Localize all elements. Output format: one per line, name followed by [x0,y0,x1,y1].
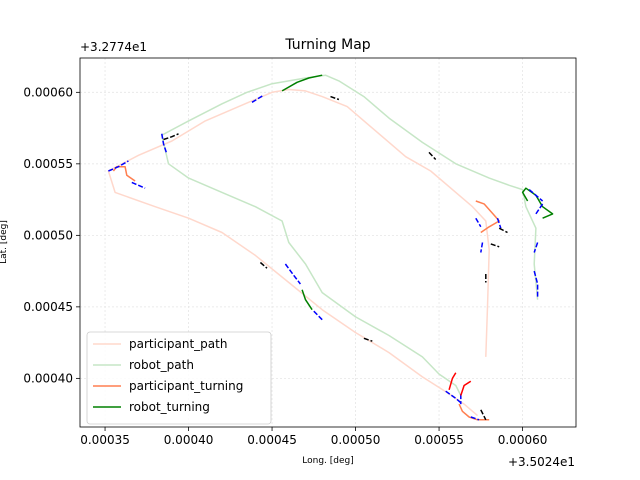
black-mark-segment-2 [259,261,268,269]
legend-label-participant-turning: participant_turning [129,379,243,393]
black-mark-segment-7 [490,243,500,248]
x-tick-label-5: 0.00060 [498,433,548,447]
y-tick-label-2: 0.00050 [23,228,73,242]
participant-turning-segment-1 [475,200,500,234]
blue-mark-segment-12 [528,189,544,202]
blue-mark-segment-6 [475,217,482,228]
axes-frame [79,57,577,428]
blue-mark-segment-0 [108,160,129,172]
x-offset-label: +3.5024e1 [508,455,575,469]
x-tick-label-4: 0.00055 [414,433,464,447]
black-mark-segment-8 [480,409,487,421]
legend-box [86,331,272,425]
red-mark-segment-1 [460,380,472,396]
y-tick-label-1: 0.00045 [23,300,73,314]
legend-label-robot-path: robot_path [129,358,194,372]
plot-area: 0.00035 0.00040 0.00045 0.00050 0.00055 0.000… [23,57,577,447]
black-mark-segment-4 [428,151,437,161]
black-mark-segment-3 [363,337,373,342]
x-axis-label: Long. [deg] [302,456,354,466]
blue-mark-segment-11 [535,203,544,215]
blue-mark-segment-15 [470,416,480,421]
legend-label-participant-path: participant_path [129,337,227,351]
blue-mark-segment-7 [480,242,484,253]
x-tick-label-0: 0.00035 [80,433,130,447]
robot-turning-segment-0 [281,74,323,92]
blue-mark-segment-5 [313,310,323,321]
blue-mark-segment-13 [445,390,462,404]
y-tick-label-4: 0.00060 [23,85,73,99]
x-tick-label-3: 0.00050 [331,433,381,447]
participant-path-line [107,88,490,417]
blue-mark-segment-2 [161,133,168,155]
participant-turning-segment-2 [458,403,490,421]
black-mark-segment-0 [163,133,179,141]
x-tick-label-2: 0.00045 [247,433,297,447]
legend-label-robot-turning: robot_turning [129,400,210,414]
black-mark-segment-1 [330,95,340,101]
blue-mark-segment-4 [284,263,301,285]
x-tick-label-1: 0.00040 [164,433,214,447]
y-axis-label: Lat. [deg] [0,220,9,264]
y-offset-label: +3.2774e1 [80,40,147,54]
legend: participant_path robot_path participant_tu… [86,331,272,425]
robot-path-line [161,74,539,396]
blue-mark-segment-8 [496,217,502,229]
robot-turning-segment-1 [301,289,313,311]
black-mark-segment-6 [498,227,508,234]
y-tick-label-3: 0.00055 [23,157,73,171]
y-tick-label-0: 0.00040 [23,371,73,385]
blue-mark-segment-3 [251,94,265,103]
red-mark-segment-0 [448,372,457,391]
chart-title: Turning Map [284,37,370,53]
blue-mark-segment-9 [533,242,539,253]
blue-mark-segment-10 [533,270,539,299]
blue-mark-segment-1 [131,181,146,189]
